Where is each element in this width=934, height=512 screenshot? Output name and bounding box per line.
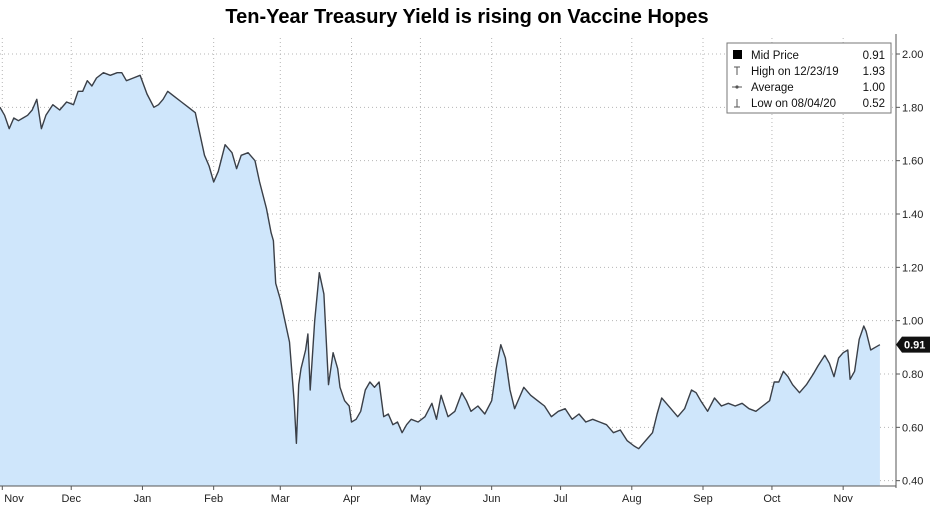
last-value-badge: 0.91 bbox=[896, 336, 930, 353]
y-tick-label: 1.20 bbox=[902, 262, 923, 274]
x-tick-label: Aug bbox=[622, 493, 642, 505]
yield-series-line bbox=[0, 72, 881, 450]
y-axis: 0.40 0.60 0.80 1.00 1.20 1.40 1.60 1.80 2.00 bbox=[896, 49, 923, 488]
legend-value: 1.93 bbox=[863, 66, 885, 78]
y-tick-label: 1.60 bbox=[902, 156, 923, 168]
y-tick-label: 1.00 bbox=[902, 316, 923, 328]
x-tick-label: Mar bbox=[271, 493, 290, 505]
x-tick-label: Jun bbox=[483, 493, 501, 505]
legend-value: 0.91 bbox=[863, 50, 885, 62]
legend-box bbox=[726, 42, 892, 114]
legend-label: High on 12/23/19 bbox=[751, 66, 839, 78]
y-tick-label: 0.80 bbox=[902, 369, 923, 381]
legend-label: Mid Price bbox=[751, 50, 799, 62]
y-tick-label: 0.60 bbox=[902, 422, 923, 434]
legend: Mid Price 0.91 High on 12/23/19 1.93 Average… bbox=[726, 42, 892, 114]
page-title: Ten-Year Treasury Yield is rising on Vac… bbox=[225, 6, 709, 28]
x-tick-label: Jan bbox=[134, 493, 152, 505]
average-line-icon bbox=[732, 85, 742, 89]
x-tick-label: Jul bbox=[554, 493, 568, 505]
y-tick-label: 1.80 bbox=[902, 102, 923, 114]
high-marker-icon bbox=[734, 66, 740, 75]
x-tick-label: May bbox=[410, 493, 431, 505]
x-tick-label: Oct bbox=[763, 493, 780, 505]
last-value-badge-shape bbox=[896, 336, 930, 353]
x-tick-label: Feb bbox=[204, 493, 223, 505]
legend-label: Low on 08/04/20 bbox=[751, 98, 836, 110]
x-tick-label: Nov bbox=[833, 493, 853, 505]
legend-value: 0.52 bbox=[863, 98, 885, 110]
x-tick-label: Dec bbox=[61, 493, 81, 505]
last-value-label: 0.91 bbox=[904, 340, 925, 352]
x-tick-label: Apr bbox=[343, 493, 360, 505]
legend-label: Average bbox=[751, 82, 794, 94]
low-marker-icon bbox=[734, 99, 740, 108]
legend-value: 1.00 bbox=[863, 82, 885, 94]
y-tick-label: 1.40 bbox=[902, 209, 923, 221]
x-tick-label: Nov bbox=[4, 493, 24, 505]
y-tick-label: 0.40 bbox=[902, 476, 923, 488]
y-tick-label: 2.00 bbox=[902, 49, 923, 61]
x-axis: Nov Dec Jan Feb Mar Apr May Jun Jul Aug Sep Oct Nov bbox=[0, 485, 896, 505]
x-tick-label: Sep bbox=[693, 493, 713, 505]
filled-square-icon bbox=[733, 50, 742, 59]
yield-area-fill bbox=[0, 72, 880, 486]
